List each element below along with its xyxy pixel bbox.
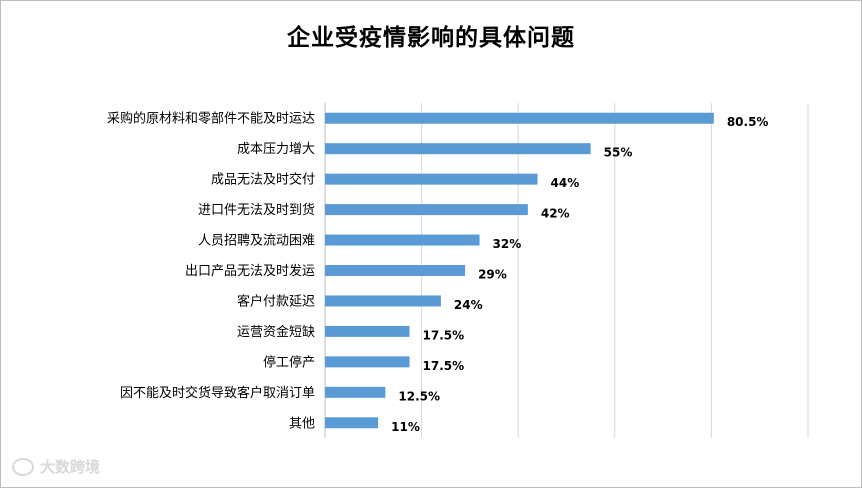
bar [325, 325, 410, 337]
watermark-text: 大数跨境 [40, 458, 101, 476]
category-label: 人员招聘及流动困难 [198, 234, 315, 249]
category-label: 成本压力增大 [237, 142, 315, 157]
bar [325, 112, 714, 124]
watermark: 大数跨境 [12, 456, 100, 477]
bar [325, 204, 528, 216]
category-label: 因不能及时交货导致客户取消订单 [120, 385, 315, 401]
category-label: 采购的原材料和零部件不能及时运达 [107, 111, 315, 127]
bar [325, 295, 441, 307]
bar [325, 386, 386, 398]
bar [325, 417, 379, 429]
data-label: 12.5% [398, 389, 440, 403]
category-label: 出口产品无法及时发运 [185, 263, 315, 279]
category-label: 运营资金短缺 [237, 324, 315, 340]
data-label: 24% [454, 298, 483, 312]
watermark-logo-icon [12, 457, 34, 476]
bar [325, 143, 591, 155]
category-label: 客户付款延迟 [237, 293, 315, 309]
bar [325, 234, 480, 246]
data-label: 17.5% [423, 328, 465, 342]
category-label: 成品无法及时交付 [211, 172, 315, 188]
data-label: 80.5% [727, 115, 769, 129]
data-label: 55% [604, 146, 633, 160]
chart-title: 企业受疫情影响的具体问题 [287, 25, 575, 51]
category-label: 其他 [289, 416, 315, 431]
bar [325, 356, 410, 368]
data-label: 42% [541, 207, 570, 221]
category-label: 停工停产 [263, 354, 315, 370]
data-label: 29% [478, 268, 507, 282]
data-label: 11% [391, 420, 420, 434]
data-label: 17.5% [423, 359, 465, 373]
category-label: 进口件无法及时到货 [198, 202, 315, 218]
bar [325, 265, 466, 276]
bar [325, 173, 538, 185]
data-label: 32% [493, 237, 522, 251]
data-label: 44% [551, 176, 580, 190]
